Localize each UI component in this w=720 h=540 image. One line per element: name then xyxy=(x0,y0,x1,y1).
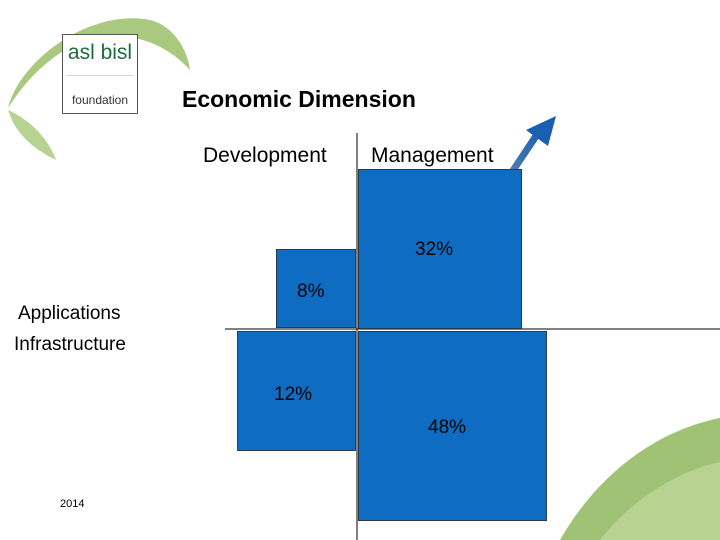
row-label-infrastructure: Infrastructure xyxy=(14,334,126,355)
logo-leaf-shape xyxy=(8,110,56,160)
asl-bisl-logo: asl bisl foundation xyxy=(62,34,138,114)
row-label-applications: Applications xyxy=(18,303,121,324)
box-management-infrastructure xyxy=(358,331,547,521)
corner-leaf-shape xyxy=(600,462,720,540)
box-development-applications xyxy=(276,249,356,328)
percent-management-applications: 32% xyxy=(415,239,454,260)
growth-arrow-head xyxy=(526,116,556,146)
logo-top-text: asl bisl xyxy=(67,41,133,64)
percent-development-applications: 8% xyxy=(297,281,325,302)
logo-bottom-text: foundation xyxy=(71,93,129,107)
slide-title: Economic Dimension xyxy=(182,86,416,112)
percent-development-infrastructure: 12% xyxy=(274,384,313,405)
logo-separator xyxy=(67,75,133,76)
percent-management-infrastructure: 48% xyxy=(428,417,467,438)
column-label-development: Development xyxy=(203,144,327,167)
box-development-infrastructure xyxy=(237,331,356,451)
footer-year: 2014 xyxy=(60,498,85,510)
box-management-applications xyxy=(358,169,522,329)
column-label-management: Management xyxy=(371,144,494,167)
